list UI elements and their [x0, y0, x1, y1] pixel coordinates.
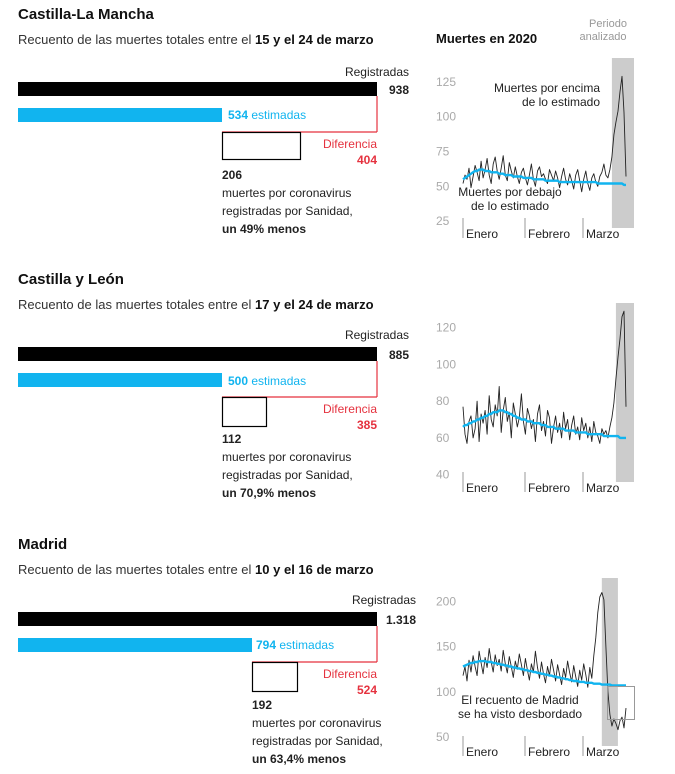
difference-value: 524 — [357, 683, 377, 697]
registered-value: 885 — [389, 348, 409, 362]
covid-count: 206 — [222, 168, 243, 182]
registered-label: Registradas — [345, 328, 409, 342]
estimated-label: 534 estimadas — [228, 108, 306, 122]
covid-percent: un 63,4% menos — [252, 752, 347, 766]
difference-label: Diferencia — [323, 137, 377, 151]
covid-note-line2: registradas por Sanidad, — [222, 468, 353, 482]
difference-value: 404 — [357, 153, 377, 167]
highlight-period-band — [601, 578, 618, 746]
region-madrid: Madrid Recuento de las muertes totales e… — [0, 536, 675, 774]
period-label-line2: analizado — [579, 31, 626, 43]
covid-note-line2: registradas por Sanidad, — [252, 734, 383, 748]
y-tick-label: 60 — [436, 431, 450, 445]
covid-note-line1: muertes por coronavirus — [222, 186, 352, 200]
covid-percent: un 49% menos — [222, 222, 307, 236]
region-subtitle: Recuento de las muertes totales entre el… — [18, 562, 374, 577]
region-castilla-y-leon: Castilla y León Recuento de las muertes … — [0, 271, 675, 511]
covid-note-line2: registradas por Sanidad, — [222, 204, 353, 218]
x-tick-label: Marzo — [586, 481, 620, 495]
registered-bar — [18, 82, 377, 96]
x-tick-label: Febrero — [528, 227, 570, 241]
region-subtitle: Recuento de las muertes totales entre el… — [18, 297, 374, 312]
x-tick-label: Marzo — [586, 227, 620, 241]
region-title: Castilla y León — [18, 271, 124, 288]
x-tick-label: Enero — [466, 745, 498, 759]
series-line-registradas — [462, 592, 627, 731]
chart-title: Muertes en 2020 — [436, 31, 537, 46]
covid-note-line1: muertes por coronavirus — [222, 450, 352, 464]
registered-bar — [18, 612, 377, 626]
region-subtitle: Recuento de las muertes totales entre el… — [18, 32, 374, 47]
period-label-line1: Periodo — [589, 18, 627, 30]
y-tick-label: 50 — [436, 730, 450, 744]
deaths-line-chart: El recuento de Madrid se ha visto desbor… — [436, 578, 635, 759]
annotation-above-line1: Muertes por encima — [494, 81, 600, 95]
covid-percent: un 70,9% menos — [222, 486, 317, 500]
y-tick-label: 40 — [436, 468, 450, 482]
x-tick-label: Febrero — [528, 481, 570, 495]
series-line-estimadas — [462, 409, 626, 440]
comparison-bars: Registradas 1.318 794 estimadas Diferenc… — [18, 593, 416, 697]
highlight-period-band — [615, 303, 634, 482]
deaths-line-chart: 40 60 80 100 120 Enero Febrero Marzo — [436, 303, 634, 495]
y-tick-label: 120 — [436, 321, 456, 335]
estimated-label: 794 estimadas — [256, 638, 334, 652]
covid-count: 192 — [252, 698, 273, 712]
covid-note: 112 muertes por coronavirus registradas … — [222, 430, 353, 502]
y-tick-label: 125 — [436, 75, 456, 89]
difference-label: Diferencia — [323, 402, 377, 416]
registered-value: 938 — [389, 83, 409, 97]
y-tick-label: 200 — [436, 595, 456, 609]
covid-box — [221, 396, 268, 428]
annotation-above-line2: de lo estimado — [522, 95, 600, 109]
annotation-below-line2: se ha visto desbordado — [458, 707, 582, 721]
annotation-below-line2: de lo estimado — [471, 199, 549, 213]
deaths-line-chart: Muertes en 2020 Periodo analizado Muerte… — [436, 18, 634, 241]
estimated-bar — [18, 638, 252, 652]
series-line-estimadas — [462, 168, 626, 187]
x-tick-label: Febrero — [528, 745, 570, 759]
y-tick-label: 100 — [436, 357, 456, 371]
series-line-registradas — [462, 75, 627, 193]
difference-value: 385 — [357, 418, 377, 432]
covid-box — [251, 661, 299, 693]
y-tick-label: 80 — [436, 394, 450, 408]
y-tick-label: 100 — [436, 685, 456, 699]
registered-label: Registradas — [352, 593, 416, 607]
annotation-below-line1: El recuento de Madrid — [461, 693, 578, 707]
registered-bar — [18, 347, 377, 361]
highlight-period-band — [611, 58, 634, 228]
estimated-label: 500 estimadas — [228, 374, 306, 388]
region-title: Castilla-La Mancha — [18, 6, 154, 23]
y-tick-label: 50 — [436, 179, 450, 193]
series-line-estimadas — [462, 659, 626, 687]
series-line-registradas — [462, 310, 627, 444]
estimated-bar — [18, 108, 222, 122]
difference-label: Diferencia — [323, 667, 377, 681]
x-tick-label: Enero — [466, 481, 498, 495]
region-title: Madrid — [18, 536, 68, 553]
madrid-inset-box — [607, 686, 635, 720]
comparison-bars: Registradas 938 534 estimadas Diferencia… — [18, 65, 409, 167]
x-tick-label: Enero — [466, 227, 498, 241]
region-castilla-la-mancha: Castilla-La Mancha Recuento de las muert… — [0, 6, 675, 256]
y-tick-label: 25 — [436, 214, 450, 228]
covid-note: 206 muertes por coronavirus registradas … — [222, 166, 353, 238]
annotation-below-line1: Muertes por debajo — [458, 185, 562, 199]
comparison-bars: Registradas 885 500 estimadas Diferencia… — [18, 328, 409, 432]
y-tick-label: 75 — [436, 144, 450, 158]
covid-note-line1: muertes por coronavirus — [252, 716, 382, 730]
covid-box — [221, 131, 302, 161]
x-tick-label: Marzo — [586, 745, 620, 759]
covid-count: 112 — [222, 432, 242, 446]
registered-value: 1.318 — [386, 613, 416, 627]
estimated-bar — [18, 373, 222, 387]
y-tick-label: 100 — [436, 110, 456, 124]
registered-label: Registradas — [345, 65, 409, 79]
covid-note: 192 muertes por coronavirus registradas … — [252, 696, 383, 768]
y-tick-label: 150 — [436, 640, 456, 654]
